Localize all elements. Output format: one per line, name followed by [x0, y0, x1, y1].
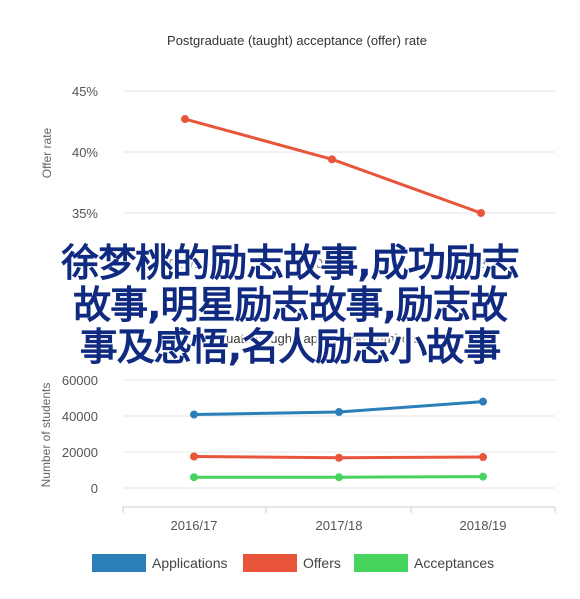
y-axis-label: Number of students [39, 383, 53, 488]
series-line [184, 117, 482, 215]
x-tick-label: 2016/17 [162, 256, 209, 271]
overlay-headline-line-1: 徐梦桃的励志故事,成功励志 [61, 241, 519, 285]
x-tick-label: 2018/19 [460, 518, 507, 533]
y-tick-label: 0 [91, 481, 98, 496]
y-tick-label: 35% [72, 206, 98, 221]
legend-swatch [243, 554, 297, 572]
data-point[interactable] [335, 453, 343, 462]
x-tick-label: 2017/18 [309, 256, 356, 271]
chart-title: Postgraduate (taught) acceptance (offer)… [167, 33, 427, 48]
data-point[interactable] [190, 473, 198, 482]
data-point[interactable] [190, 410, 198, 419]
data-point[interactable] [335, 473, 343, 482]
data-point[interactable] [479, 472, 487, 481]
legend-label: Acceptances [414, 555, 495, 571]
data-point[interactable] [190, 452, 198, 461]
chart-title: Postgraduate (taught) application number… [174, 331, 420, 346]
y-tick-label: 20000 [62, 445, 98, 460]
data-point[interactable] [479, 397, 487, 406]
y-tick-label: 40000 [62, 409, 98, 424]
data-point[interactable] [181, 115, 189, 124]
y-tick-label: 45% [72, 84, 98, 99]
data-point[interactable] [328, 155, 336, 164]
application-numbers-chart: Postgraduate (taught) application number… [39, 331, 556, 533]
y-axis-label: Offer rate [40, 127, 54, 178]
legend-item-offers[interactable]: Offers [243, 553, 341, 573]
legend-label: Applications [152, 555, 228, 571]
legend-label: Offers [303, 555, 341, 571]
legend-swatch [92, 554, 146, 572]
legend-swatch [354, 554, 408, 572]
x-tick-label: 2016/17 [171, 518, 218, 533]
y-tick-label: 60000 [62, 373, 98, 388]
overlay-headline-line-2: 故事,明星励志故事,励志故 [73, 283, 508, 327]
y-tick-label: 40% [72, 145, 98, 160]
x-tick-label: 2018/19 [458, 256, 505, 271]
legend-item-acceptances[interactable]: Acceptances [354, 553, 494, 573]
overlay-headline-line-3: 事及感悟,名人励志小故事 [79, 325, 501, 369]
legend-item-applications[interactable]: Applications [92, 553, 228, 573]
x-tick-label: 2017/18 [316, 518, 363, 533]
data-point[interactable] [479, 453, 487, 462]
offer-rate-chart: Postgraduate (taught) acceptance (offer)… [40, 33, 555, 271]
data-point[interactable] [477, 209, 485, 217]
data-point[interactable] [335, 408, 343, 417]
